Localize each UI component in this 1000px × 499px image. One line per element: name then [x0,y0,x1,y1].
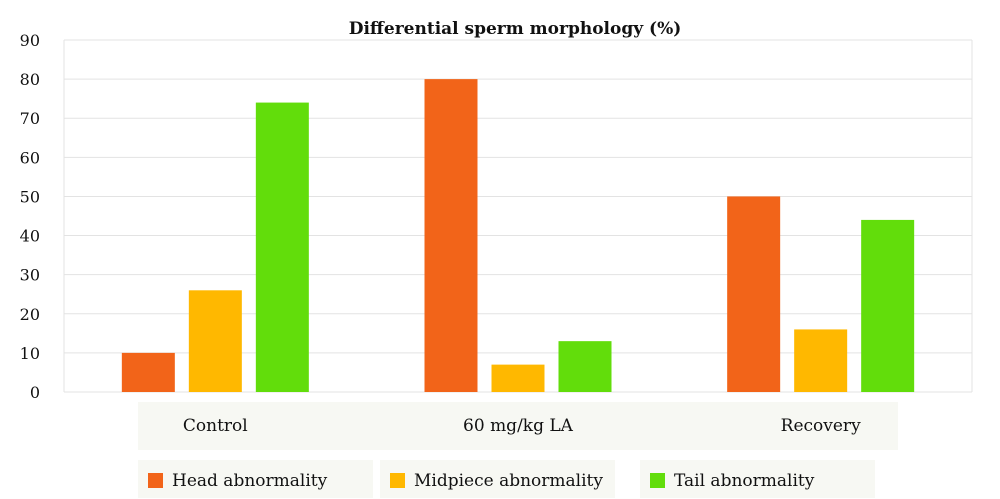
bar-tail-abnormality-1 [558,341,612,392]
bar-midpiece-abnormality-1 [491,364,545,392]
bars [121,79,915,393]
legend-swatch [390,473,405,488]
legend-swatch [148,473,163,488]
y-tick-label: 0 [30,383,40,402]
chart-title: Differential sperm morphology (%) [349,19,682,39]
y-tick-label: 20 [20,305,40,324]
bar-midpiece-abnormality-2 [794,329,848,392]
bar-head-abnormality-0 [121,352,175,392]
legend-swatch [650,473,665,488]
y-tick-label: 80 [20,70,40,89]
legend-label: Tail abnormality [674,471,815,491]
y-axis-ticks: 0 10 20 30 40 50 60 70 80 90 [20,31,40,402]
x-axis-ticks: Control 60 mg/kg LA Recovery [183,416,861,436]
legend-label: Midpiece abnormality [414,471,603,491]
y-tick-label: 30 [20,266,40,285]
legend-item-background [640,460,875,498]
bar-head-abnormality-2 [727,196,781,392]
bar-head-abnormality-1 [424,79,478,392]
y-tick-label: 90 [20,31,40,50]
x-tick-label: Recovery [781,416,861,436]
y-tick-label: 40 [20,227,40,246]
x-tick-label: 60 mg/kg LA [463,416,574,436]
bar-tail-abnormality-2 [861,219,915,392]
y-tick-label: 70 [20,109,40,128]
legend-item-background [138,460,373,498]
legend-label: Head abnormality [172,471,328,491]
bar-midpiece-abnormality-0 [188,290,242,392]
legend: Head abnormality Midpiece abnormality Tail… [138,460,875,498]
y-tick-label: 50 [20,187,40,206]
category-label-band [138,402,898,450]
category-band [138,402,898,450]
legend-item-background [380,460,615,498]
x-tick-label: Control [183,416,248,436]
y-tick-label: 10 [20,344,40,363]
bar-tail-abnormality-0 [255,102,309,393]
y-tick-label: 60 [20,148,40,167]
